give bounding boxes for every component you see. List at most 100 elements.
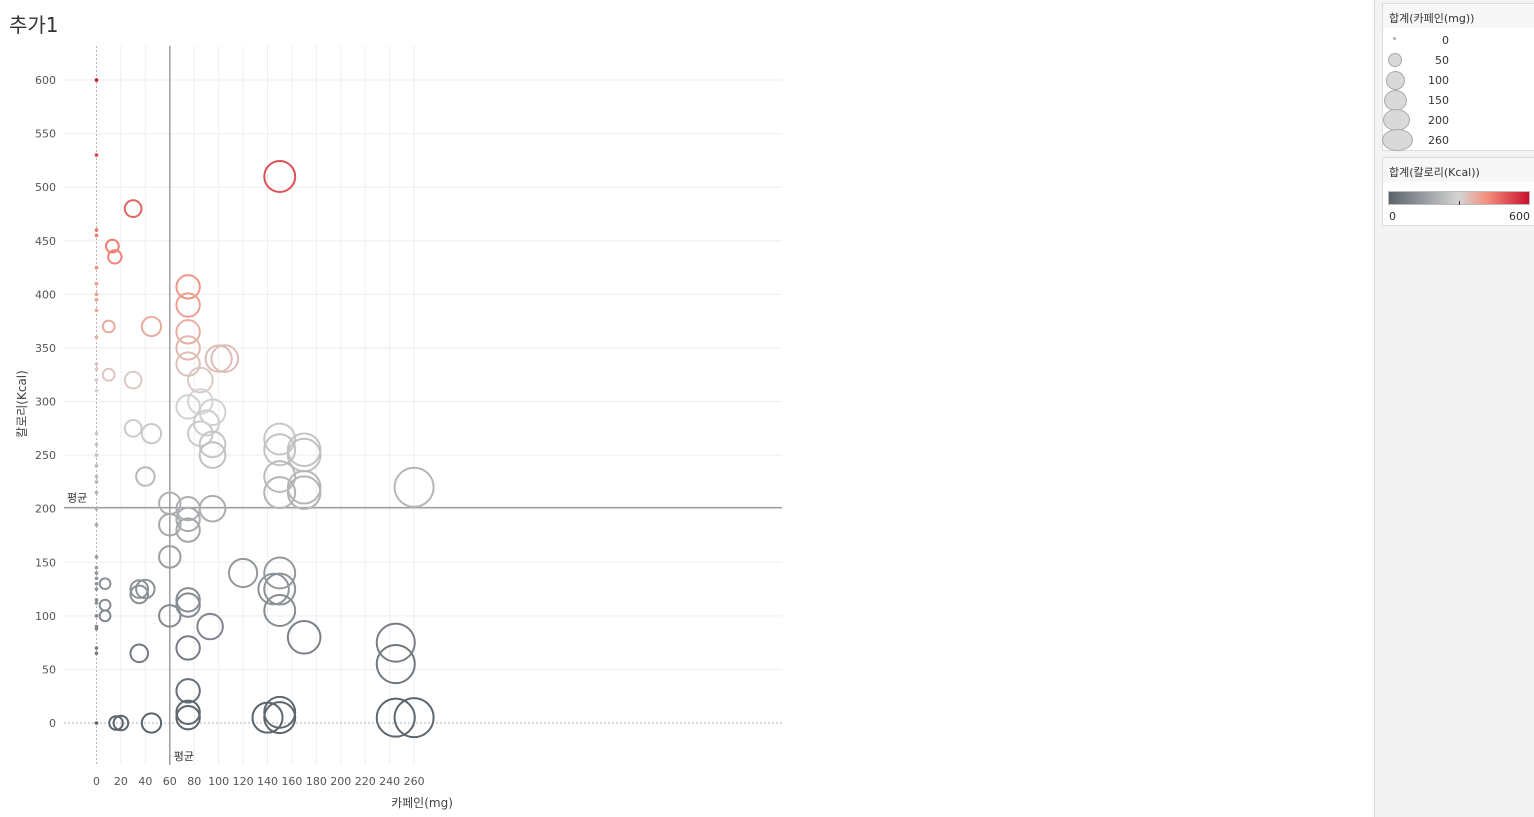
data-point[interactable]	[94, 601, 99, 605]
data-point[interactable]	[94, 576, 99, 581]
data-point[interactable]	[140, 712, 163, 734]
data-point[interactable]	[94, 335, 99, 340]
data-point[interactable]	[187, 366, 214, 394]
data-point[interactable]	[94, 464, 99, 468]
data-point[interactable]	[129, 579, 150, 599]
data-point[interactable]	[175, 319, 201, 345]
x-tick-label: 240	[379, 775, 400, 788]
data-point[interactable]	[94, 581, 99, 586]
data-point[interactable]	[94, 555, 99, 559]
data-point[interactable]	[175, 635, 201, 661]
data-point[interactable]	[112, 714, 130, 732]
data-point[interactable]	[94, 367, 99, 372]
data-point[interactable]	[94, 522, 99, 527]
data-point[interactable]	[135, 578, 156, 600]
data-point[interactable]	[175, 292, 201, 318]
data-point[interactable]	[158, 604, 182, 628]
data-point[interactable]	[286, 619, 322, 655]
data-point[interactable]	[175, 592, 201, 618]
data-point[interactable]	[94, 233, 99, 238]
data-point[interactable]	[94, 228, 99, 232]
data-point[interactable]	[94, 453, 99, 457]
data-point[interactable]	[94, 480, 99, 484]
data-point[interactable]	[94, 587, 99, 591]
data-point[interactable]	[94, 78, 99, 82]
data-point[interactable]	[263, 572, 297, 606]
data-point[interactable]	[158, 513, 182, 537]
data-point[interactable]	[101, 319, 116, 334]
data-point[interactable]	[123, 199, 143, 218]
data-point[interactable]	[94, 378, 99, 382]
data-point[interactable]	[98, 609, 112, 623]
data-point[interactable]	[263, 556, 297, 590]
data-point[interactable]	[94, 265, 99, 270]
data-point[interactable]	[175, 699, 201, 725]
data-point[interactable]	[94, 153, 99, 157]
data-point[interactable]	[263, 433, 297, 467]
data-point[interactable]	[123, 370, 143, 390]
data-point[interactable]	[94, 389, 99, 393]
data-point[interactable]	[94, 490, 99, 495]
data-point[interactable]	[198, 494, 227, 523]
data-point[interactable]	[263, 160, 297, 193]
data-point[interactable]	[175, 704, 201, 731]
data-point[interactable]	[198, 441, 227, 469]
data-point[interactable]	[135, 466, 156, 487]
data-point[interactable]	[393, 697, 435, 739]
data-point[interactable]	[107, 249, 123, 265]
data-point[interactable]	[94, 614, 99, 618]
data-point[interactable]	[94, 297, 99, 302]
data-point[interactable]	[129, 584, 150, 605]
data-point[interactable]	[204, 344, 233, 373]
data-point[interactable]	[98, 598, 112, 612]
data-point[interactable]	[286, 475, 322, 510]
data-point[interactable]	[94, 571, 99, 575]
data-point[interactable]	[94, 626, 99, 631]
data-point[interactable]	[94, 281, 99, 286]
data-point[interactable]	[94, 506, 99, 511]
data-point[interactable]	[98, 577, 112, 591]
data-point[interactable]	[158, 545, 182, 569]
data-point[interactable]	[94, 565, 99, 570]
data-point[interactable]	[94, 651, 99, 656]
data-point[interactable]	[94, 308, 99, 313]
data-point[interactable]	[94, 292, 99, 297]
data-point[interactable]	[375, 622, 416, 663]
data-point[interactable]	[123, 418, 143, 438]
data-point[interactable]	[140, 315, 163, 338]
data-point[interactable]	[375, 697, 416, 738]
data-point[interactable]	[263, 701, 297, 735]
data-point[interactable]	[227, 557, 259, 589]
data-point[interactable]	[263, 422, 297, 456]
data-point[interactable]	[196, 612, 224, 641]
data-point[interactable]	[175, 587, 201, 613]
data-point[interactable]	[94, 442, 99, 447]
data-point[interactable]	[393, 466, 435, 508]
data-point[interactable]	[94, 362, 99, 366]
data-point[interactable]	[94, 646, 99, 650]
data-point[interactable]	[263, 460, 297, 493]
data-point[interactable]	[263, 476, 297, 510]
data-point[interactable]	[257, 572, 290, 606]
data-point[interactable]	[94, 474, 99, 479]
data-point[interactable]	[263, 594, 297, 627]
data-point[interactable]	[108, 715, 124, 731]
data-point[interactable]	[140, 423, 163, 445]
data-point[interactable]	[198, 398, 227, 427]
data-point[interactable]	[175, 351, 201, 377]
data-point[interactable]	[104, 238, 120, 254]
data-point[interactable]	[94, 721, 99, 725]
data-point[interactable]	[175, 335, 201, 361]
data-point[interactable]	[198, 430, 227, 459]
data-point[interactable]	[129, 643, 150, 664]
data-point[interactable]	[101, 367, 116, 382]
data-point[interactable]	[175, 274, 201, 300]
data-point[interactable]	[94, 597, 99, 602]
data-point[interactable]	[94, 431, 99, 436]
data-point[interactable]	[375, 644, 416, 685]
data-point[interactable]	[175, 517, 201, 543]
data-point[interactable]	[175, 506, 201, 533]
data-point[interactable]	[210, 344, 240, 374]
data-point[interactable]	[175, 678, 201, 704]
